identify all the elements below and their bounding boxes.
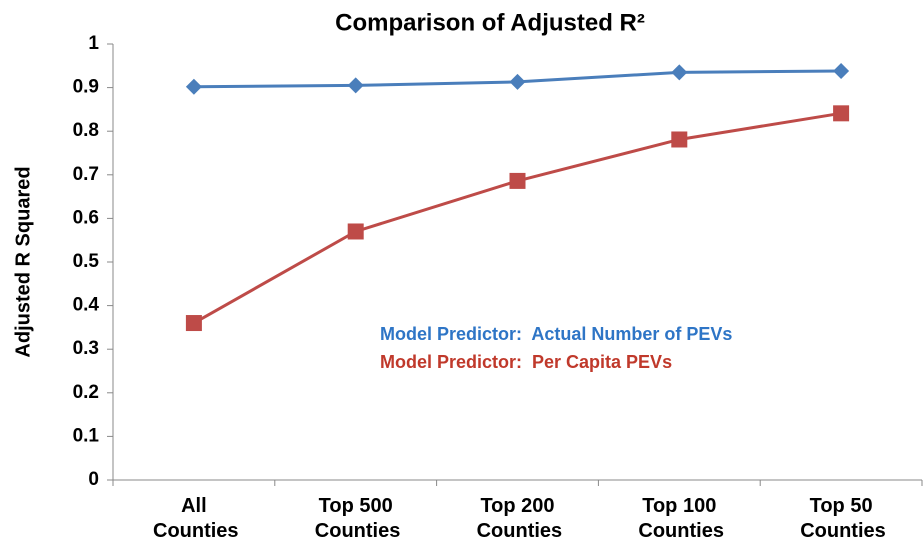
- marker: [833, 63, 850, 80]
- x-tick-label-box: Top 100 Counties: [638, 495, 724, 542]
- y-tick-label: 0.8: [73, 120, 99, 141]
- series-line: [193, 111, 842, 325]
- y-axis-label: Adjusted R Squared: [12, 166, 34, 357]
- x-tick-label-box: Top 200 Counties: [476, 495, 563, 542]
- y-tick-label: 0.3: [73, 338, 99, 359]
- legend-entry: Model Predictor: Actual Number of PEVs: [380, 324, 732, 344]
- x-tick-label: Top 100 Counties: [638, 495, 724, 542]
- y-tick-label: 0.9: [73, 77, 99, 98]
- marker: [509, 73, 526, 90]
- y-tick-label: 0.7: [73, 164, 99, 185]
- marker: [671, 131, 688, 148]
- x-tick-label-box: Top 50 Counties: [800, 495, 886, 542]
- marker: [185, 78, 202, 95]
- marker: [347, 223, 364, 240]
- y-tick-label: 0.6: [73, 207, 99, 228]
- x-tick-label: Top 200 Counties: [476, 495, 563, 542]
- marker: [671, 64, 688, 81]
- y-tick-label: 0.2: [73, 382, 99, 403]
- legend-entry: Model Predictor: Per Capita PEVs: [380, 352, 672, 372]
- x-tick-label: All Counties: [153, 495, 239, 542]
- y-tick-label: 0: [88, 469, 99, 490]
- x-tick-label-box: All Counties: [153, 495, 239, 542]
- x-tick-label: Top 500 Counties: [314, 495, 401, 542]
- marker: [347, 77, 364, 94]
- marker: [833, 105, 850, 122]
- x-tick-label: Top 50 Counties: [800, 495, 886, 542]
- chart-title: Comparison of Adjusted R²: [335, 9, 645, 36]
- y-tick-label: 0.5: [73, 251, 100, 272]
- y-tick-label: 0.1: [73, 425, 100, 446]
- marker: [185, 315, 202, 332]
- x-tick-label-box: Top 500 Counties: [314, 495, 401, 542]
- y-tick-label: 1: [88, 33, 99, 54]
- y-tick-label: 0.4: [73, 295, 100, 316]
- marker: [509, 172, 526, 189]
